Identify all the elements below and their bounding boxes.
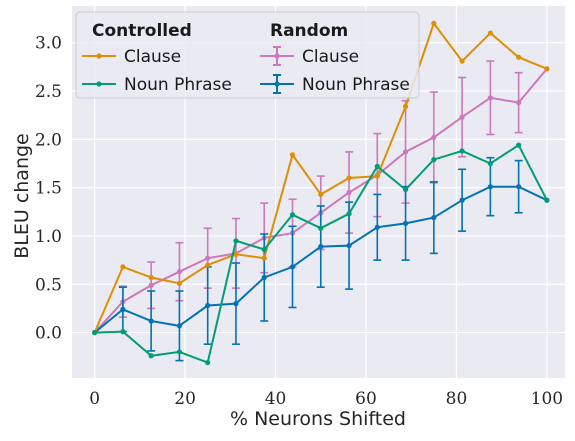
data-point (402, 103, 409, 110)
data-point (261, 274, 267, 281)
data-point (233, 251, 239, 257)
data-point (487, 30, 493, 36)
data-point (318, 243, 324, 250)
data-point (289, 152, 296, 158)
data-point (120, 306, 126, 312)
x-tick-label: 0 (89, 389, 100, 409)
data-point (459, 58, 465, 64)
legend-marker-controlled-noun-phrase (96, 81, 102, 87)
data-point (120, 329, 126, 335)
x-tick-label: 80 (446, 389, 468, 409)
data-point (318, 225, 324, 231)
data-point (318, 191, 324, 198)
data-point (346, 243, 352, 249)
data-point (346, 211, 352, 217)
data-point (346, 189, 352, 196)
data-point (374, 163, 380, 169)
data-point (205, 255, 211, 261)
x-tick-label: 60 (355, 389, 377, 409)
data-point (205, 302, 211, 309)
y-tick-label: 2.5 (35, 82, 62, 102)
data-point (148, 274, 154, 281)
data-point (261, 255, 267, 261)
data-point (402, 149, 409, 155)
y-tick-label: 0.0 (35, 324, 62, 344)
y-tick-label: 3.0 (35, 34, 62, 54)
legend-marker-random-noun-phrase (274, 81, 280, 87)
data-point (516, 142, 522, 148)
data-point (516, 184, 522, 190)
y-tick-label: 1.0 (35, 227, 62, 247)
legend-box (75, 11, 420, 99)
legend: Controlled Random Clause Noun Phrase Cla… (75, 11, 420, 99)
legend-marker-controlled-clause (96, 53, 102, 59)
y-tick-labels: 0.0 0.5 1.0 1.5 2.0 2.5 3.0 (35, 34, 62, 344)
data-point (516, 100, 522, 106)
data-point (176, 280, 183, 286)
data-point (92, 329, 98, 336)
data-point (176, 323, 183, 329)
data-point (459, 197, 465, 203)
legend-label-controlled-noun-phrase: Noun Phrase (124, 75, 232, 95)
series-controlled-clause (92, 20, 550, 336)
data-point (148, 282, 154, 288)
data-point (289, 212, 296, 218)
data-point (544, 66, 550, 72)
x-tick-labels: 0 20 40 60 80 100 (89, 389, 563, 409)
data-point (346, 175, 352, 181)
data-point (402, 220, 409, 227)
data-point (374, 173, 380, 179)
data-point (176, 269, 183, 275)
data-point (459, 148, 465, 154)
legend-group-random: Random (270, 21, 348, 41)
legend-label-random-clause: Clause (302, 47, 359, 67)
data-point (431, 157, 437, 163)
data-point (205, 359, 211, 366)
data-point (544, 197, 550, 203)
y-tick-label: 2.0 (35, 130, 62, 150)
series-layer (92, 20, 550, 366)
y-axis-label: BLEU change (11, 133, 33, 259)
data-point (459, 114, 465, 120)
x-tick-label: 100 (531, 389, 563, 409)
legend-group-controlled: Controlled (92, 21, 192, 41)
data-point (516, 54, 522, 60)
x-tick-label: 20 (174, 389, 196, 409)
data-point (120, 264, 126, 270)
y-tick-label: 0.5 (35, 275, 62, 295)
x-tick-label: 40 (265, 389, 287, 409)
legend-marker-random-clause (274, 53, 280, 59)
data-point (487, 95, 493, 101)
data-point (176, 349, 183, 355)
data-point (431, 134, 437, 141)
data-point (148, 318, 154, 324)
data-point (289, 264, 296, 270)
data-point (261, 246, 267, 253)
series-random-clause (92, 60, 550, 336)
series-controlled-noun-phrase (92, 142, 550, 366)
x-axis-label: % Neurons Shifted (230, 408, 406, 430)
data-point (233, 301, 239, 307)
data-point (402, 186, 409, 193)
y-tick-label: 1.5 (35, 179, 62, 199)
data-point (205, 262, 211, 268)
data-point (233, 238, 239, 244)
data-point (148, 353, 154, 359)
data-point (431, 20, 437, 26)
data-point (487, 184, 493, 190)
data-point (431, 215, 437, 221)
legend-label-random-noun-phrase: Noun Phrase (302, 75, 410, 95)
legend-label-controlled-clause: Clause (124, 47, 181, 67)
data-point (374, 224, 380, 230)
data-point (487, 160, 493, 167)
